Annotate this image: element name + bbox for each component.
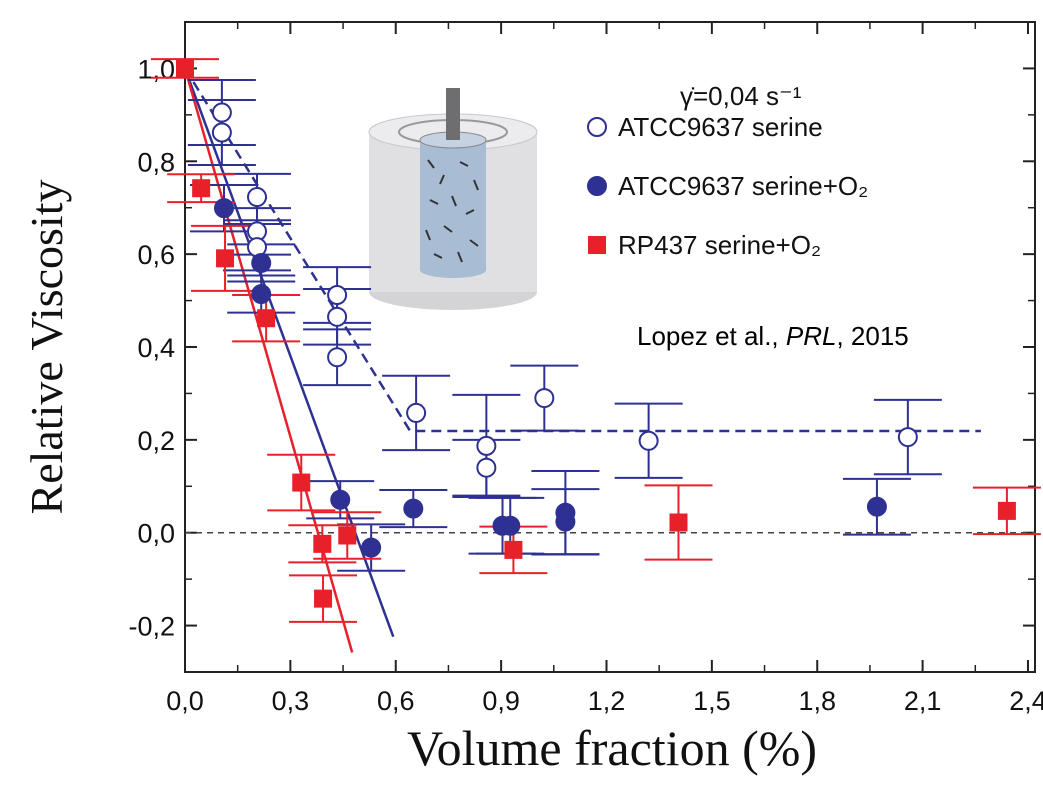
data-point xyxy=(476,457,497,478)
data-point xyxy=(504,540,523,559)
x-tick-label: 1,8 xyxy=(798,686,836,716)
citation-text: , 2015 xyxy=(836,321,908,351)
data-point xyxy=(251,252,272,273)
x-tick-label: 0,9 xyxy=(482,686,520,716)
x-axis-label: Volume fraction (%) xyxy=(407,720,817,776)
data-point xyxy=(192,179,211,198)
data-point xyxy=(534,388,555,409)
data-point xyxy=(247,187,268,208)
y-tick-label: 0,2 xyxy=(137,426,175,456)
data-point xyxy=(211,122,232,143)
data-point xyxy=(292,473,311,492)
y-tick-label: 0,8 xyxy=(137,147,175,177)
data-point xyxy=(176,59,194,78)
data-point xyxy=(313,534,332,553)
data-point xyxy=(257,309,276,328)
data-point xyxy=(997,501,1016,520)
fit-line xyxy=(183,67,395,638)
data-point xyxy=(897,427,918,448)
shear-rate-annotation: γ̇=0,04 s⁻¹ xyxy=(680,81,802,111)
data-point xyxy=(338,526,357,545)
data-point xyxy=(669,513,688,532)
data-point xyxy=(251,284,272,305)
x-tick-label: 1,2 xyxy=(588,686,626,716)
x-tick-label: 1,5 xyxy=(693,686,731,716)
data-point xyxy=(476,435,497,456)
data-point xyxy=(327,285,348,305)
data-point xyxy=(211,102,232,123)
data-point xyxy=(213,198,234,219)
inset-schematic xyxy=(368,88,538,310)
citation-journal: PRL xyxy=(786,321,837,351)
legend-marker xyxy=(587,117,607,137)
data-point xyxy=(314,589,333,608)
data-point xyxy=(500,515,521,536)
x-tick-label: 0,6 xyxy=(377,686,415,716)
legend-label: RP437 serine+O₂ xyxy=(618,230,821,260)
y-axis-label: Relative Viscosity xyxy=(21,180,72,515)
x-tick-label: 2,1 xyxy=(904,686,942,716)
citation-text: Lopez et al., xyxy=(637,321,786,351)
data-point xyxy=(327,306,348,327)
y-tick-label: 0,6 xyxy=(137,240,175,270)
data-point xyxy=(361,537,382,558)
data-point xyxy=(638,430,659,451)
y-tick-label: 0,0 xyxy=(137,519,175,549)
citation: Lopez et al., PRL, 2015 xyxy=(637,321,909,351)
data-point xyxy=(555,511,576,532)
x-tick-label: 0,3 xyxy=(272,686,310,716)
legend-label: ATCC9637 serine+O₂ xyxy=(618,171,868,201)
data-point xyxy=(330,489,351,510)
y-tick-label: 0,4 xyxy=(137,333,175,363)
x-tick-label: 2,4 xyxy=(1009,686,1043,716)
x-tick-label: 0,0 xyxy=(166,686,204,716)
legend-label: ATCC9637 serine xyxy=(618,112,823,142)
data-point xyxy=(403,498,424,519)
y-tick-label: -0,2 xyxy=(128,612,175,642)
data-point xyxy=(406,402,427,423)
legend-marker xyxy=(588,236,606,254)
legend-marker xyxy=(587,176,607,196)
data-point xyxy=(216,249,235,268)
fit-line xyxy=(183,67,981,433)
data-point xyxy=(866,496,887,517)
data-point xyxy=(327,347,348,368)
